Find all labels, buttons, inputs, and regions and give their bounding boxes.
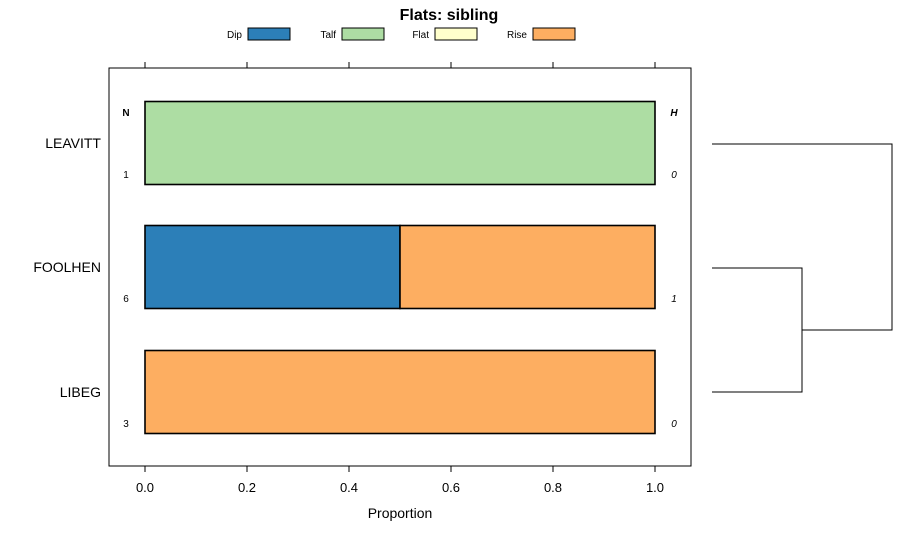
legend-swatch-dip (247, 27, 291, 41)
legend-swatch-flat (434, 27, 478, 41)
n-header: N (122, 108, 129, 119)
x-tick-label: 1.0 (646, 480, 664, 495)
n-value-leavitt: 1 (123, 170, 129, 181)
bar-leavitt-talf (144, 100, 656, 186)
x-tick-label: 0.8 (544, 480, 562, 495)
dendrogram (712, 143, 893, 393)
legend-label-flat: Flat (412, 30, 429, 41)
dendrogram-branch-foolhen-libeg (712, 267, 803, 393)
category-label-foolhen: FOOLHEN (33, 259, 101, 275)
n-value-libeg: 3 (123, 419, 129, 430)
legend-label-dip: Dip (227, 30, 242, 41)
bar-foolhen-dip (144, 224, 401, 310)
legend-label-rise: Rise (507, 30, 527, 41)
h-header: H (670, 108, 678, 119)
h-value-leavitt: 0 (671, 170, 677, 181)
x-tick-label: 0.6 (442, 480, 460, 495)
category-labels: LEAVITT 1 0 FOOLHEN 6 1 LIBEG 3 0 (33, 135, 677, 430)
legend: Dip Talf Flat Rise (227, 27, 576, 41)
h-value-foolhen: 1 (671, 294, 677, 305)
legend-swatch-talf (341, 27, 385, 41)
legend-label-talf: Talf (320, 30, 336, 41)
plot-frame (108, 67, 692, 467)
bar-foolhen-rise (399, 224, 656, 310)
x-tick-label: 0.4 (340, 480, 358, 495)
dendrogram-branch-root (712, 143, 893, 331)
category-label-leavitt: LEAVITT (45, 135, 101, 151)
legend-swatch-rise (532, 27, 576, 41)
n-value-foolhen: 6 (123, 294, 129, 305)
x-tick-label: 0.2 (238, 480, 256, 495)
bars (144, 100, 656, 435)
h-value-libeg: 0 (671, 419, 677, 430)
x-axis: 0.0 0.2 0.4 0.6 0.8 1.0 (136, 62, 664, 495)
category-label-libeg: LIBEG (60, 384, 101, 400)
chart-title: Flats: sibling (400, 7, 499, 24)
x-axis-label: Proportion (368, 505, 433, 521)
bar-libeg-rise (144, 349, 656, 435)
x-tick-label: 0.0 (136, 480, 154, 495)
